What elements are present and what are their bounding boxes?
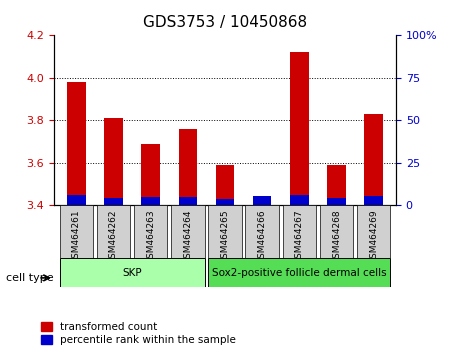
FancyBboxPatch shape [320,205,353,258]
Text: GSM464265: GSM464265 [220,210,230,264]
FancyBboxPatch shape [283,205,316,258]
Bar [216,165,234,205]
Bar [67,82,86,205]
Legend: transformed count, percentile rank within the sample: transformed count, percentile rank withi… [41,322,236,345]
FancyBboxPatch shape [59,205,93,258]
FancyBboxPatch shape [208,258,391,287]
FancyBboxPatch shape [357,205,391,258]
Text: GSM464266: GSM464266 [258,210,267,264]
Text: GSM464269: GSM464269 [369,210,378,264]
Bar [141,197,160,205]
Bar [327,165,346,205]
Text: GSM464262: GSM464262 [109,210,118,264]
Text: GSM464261: GSM464261 [72,210,81,264]
FancyBboxPatch shape [245,205,279,258]
Text: GSM464263: GSM464263 [146,210,155,264]
Text: cell type: cell type [6,273,54,283]
Bar [364,196,383,205]
Bar [364,114,383,205]
Bar [179,129,197,205]
Bar [253,196,271,205]
Text: GSM464267: GSM464267 [295,210,304,264]
FancyBboxPatch shape [171,205,205,258]
Bar [67,195,86,205]
Bar [104,198,123,205]
FancyBboxPatch shape [208,205,242,258]
Bar [216,199,234,205]
Text: GSM464268: GSM464268 [332,210,341,264]
Bar [290,52,309,205]
Bar [290,195,309,205]
FancyBboxPatch shape [59,258,205,287]
Text: SKP: SKP [122,268,142,278]
FancyBboxPatch shape [97,205,130,258]
Title: GDS3753 / 10450868: GDS3753 / 10450868 [143,15,307,30]
Bar [179,197,197,205]
Bar [104,118,123,205]
Text: Sox2-positive follicle dermal cells: Sox2-positive follicle dermal cells [212,268,387,278]
Text: GSM464264: GSM464264 [183,210,192,264]
FancyBboxPatch shape [134,205,167,258]
Bar [327,198,346,205]
Bar [253,197,271,205]
Bar [141,144,160,205]
